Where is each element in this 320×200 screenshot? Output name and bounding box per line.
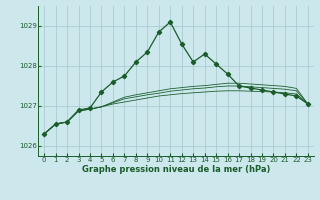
X-axis label: Graphe pression niveau de la mer (hPa): Graphe pression niveau de la mer (hPa) [82, 165, 270, 174]
